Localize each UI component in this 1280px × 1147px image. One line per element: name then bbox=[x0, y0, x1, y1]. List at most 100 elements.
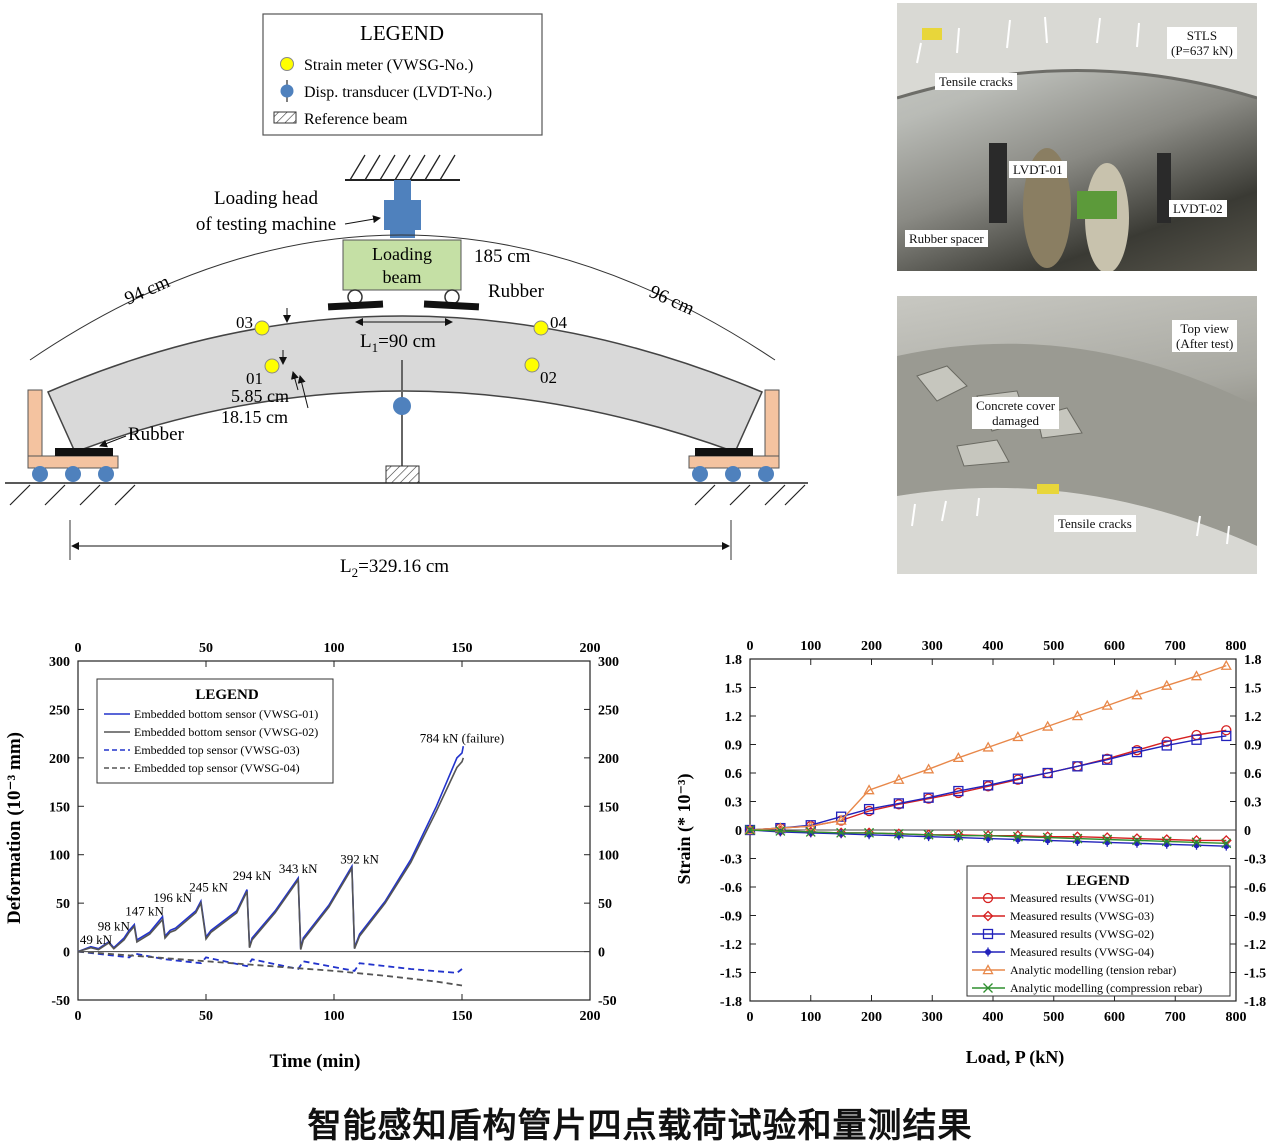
figure-caption: 智能感知盾构管片四点载荷试验和量测结果 bbox=[307, 1106, 973, 1146]
data-point bbox=[863, 803, 875, 815]
data-point-cross bbox=[924, 832, 934, 842]
chart2-ytick-label: 0.3 bbox=[725, 796, 743, 811]
top-view-label: Top view (After test) bbox=[1172, 320, 1238, 352]
chart2-series-5 bbox=[744, 659, 1232, 835]
chart1-series bbox=[77, 746, 465, 987]
data-point-cross bbox=[953, 833, 963, 843]
data-point bbox=[1131, 689, 1143, 700]
diagram-legend: LEGEND Strain meter (VWSG-No.) Disp. tra… bbox=[262, 13, 543, 136]
chart1-series-line-1 bbox=[77, 746, 465, 953]
data-point bbox=[982, 741, 994, 752]
data-point bbox=[1101, 699, 1113, 710]
chart1-annotation: 49 kN bbox=[80, 932, 113, 947]
data-point bbox=[1042, 767, 1053, 779]
arc-right-label: 96 cm bbox=[646, 281, 698, 319]
chart2-ytick-label: 0 bbox=[735, 824, 742, 839]
chart2-series-line bbox=[749, 664, 1227, 831]
data-point bbox=[1102, 754, 1113, 765]
ground bbox=[5, 482, 808, 506]
chart2-xtick-label-top: 200 bbox=[861, 639, 882, 654]
chart1-legend-label: Embedded top sensor (VWSG-03) bbox=[134, 743, 300, 757]
data-point bbox=[805, 826, 816, 837]
chart2-series-line bbox=[749, 735, 1227, 831]
data-point bbox=[1161, 836, 1172, 847]
photo-after-test: Top view (After test) Concrete cover damag… bbox=[897, 296, 1257, 574]
chart1-legend-title: LEGEND bbox=[195, 687, 259, 703]
data-point bbox=[836, 827, 847, 838]
data-point bbox=[953, 830, 964, 841]
data-point bbox=[1161, 679, 1173, 690]
arc-left-label: 94 cm bbox=[121, 271, 173, 309]
chart2-xtick-label: 200 bbox=[861, 1010, 882, 1025]
data-point bbox=[863, 784, 875, 795]
chart1-series-line-2 bbox=[77, 757, 465, 953]
data-point bbox=[1072, 761, 1083, 772]
data-point bbox=[1220, 659, 1232, 670]
chart2-ytick-label-right: -1.2 bbox=[1244, 938, 1266, 953]
chart1-legend-label: Embedded top sensor (VWSG-04) bbox=[134, 761, 300, 775]
data-point bbox=[1071, 710, 1084, 721]
chart2-series bbox=[744, 659, 1232, 851]
chart2-ytick-label-right: 1.8 bbox=[1244, 653, 1262, 668]
sensor-01-label: 01 bbox=[246, 369, 263, 388]
l1-label: L1=90 cm bbox=[360, 331, 436, 355]
chart1-ytick-label: 200 bbox=[49, 752, 70, 767]
sensor-03 bbox=[254, 320, 270, 336]
chart2-ytick-label: 0.6 bbox=[725, 767, 743, 782]
chart2-ytick-label-right: 0.9 bbox=[1244, 739, 1262, 754]
data-point-cross bbox=[983, 947, 993, 957]
chart2-xtick-label: 0 bbox=[747, 1010, 754, 1025]
data-point bbox=[1012, 731, 1024, 742]
data-point bbox=[1012, 831, 1023, 842]
data-point bbox=[893, 773, 905, 784]
chart2-legend-label: Measured results (VWSG-04) bbox=[1010, 945, 1154, 959]
tensile-cracks-label-bottom: Tensile cracks bbox=[1054, 515, 1136, 532]
loading-beam-label-2: beam bbox=[383, 267, 422, 287]
chart1-series-line-3 bbox=[77, 950, 463, 974]
data-point-cross bbox=[864, 830, 874, 840]
data-point bbox=[1221, 730, 1232, 742]
chart2-ytick-label-right: -0.6 bbox=[1244, 881, 1266, 896]
loading-beam-label-1: Loading bbox=[372, 244, 432, 264]
chart1-ytick-label: -50 bbox=[51, 994, 70, 1009]
sensor-04-label: 04 bbox=[550, 313, 568, 332]
test-setup-diagram: LEGEND Strain meter (VWSG-No.) Disp. tra… bbox=[5, 13, 808, 580]
tensile-cracks-label-top: Tensile cracks bbox=[935, 73, 1017, 90]
chart1-ytick-label: 300 bbox=[49, 655, 70, 670]
chart1-xtick-label: 100 bbox=[324, 1009, 345, 1024]
chart1-ytick-label: 50 bbox=[56, 897, 70, 912]
chart2-xtick-label: 700 bbox=[1165, 1010, 1186, 1025]
sensor-03-label: 03 bbox=[236, 313, 253, 332]
chart2-ytick-label-right: -1.5 bbox=[1244, 967, 1266, 982]
data-point-cross bbox=[894, 831, 904, 841]
chart1-legend-label: Embedded bottom sensor (VWSG-02) bbox=[134, 725, 318, 739]
photo-1-shapes bbox=[897, 3, 1257, 271]
lvdt-center bbox=[393, 360, 411, 466]
dim-1815-label: 18.15 cm bbox=[221, 407, 288, 427]
data-point bbox=[982, 910, 994, 922]
data-point bbox=[1131, 746, 1143, 758]
data-point bbox=[1191, 837, 1202, 848]
chart2-xtick-label: 800 bbox=[1226, 1010, 1247, 1025]
arc-dimension-line bbox=[29, 234, 776, 361]
chart1-xtick-label-top: 200 bbox=[580, 641, 601, 656]
chart1-ytick-label: 250 bbox=[49, 703, 70, 718]
chart1-ytick-label-right: 300 bbox=[598, 655, 619, 670]
chart1-xlabel: Time (min) bbox=[270, 1051, 361, 1072]
chart2-series-line bbox=[749, 729, 1227, 831]
sensor-04 bbox=[533, 320, 549, 336]
chart2-xtick-label-top: 0 bbox=[747, 639, 754, 654]
l2-label: L2=329.16 cm bbox=[340, 556, 449, 580]
right-support bbox=[688, 389, 780, 482]
chart1-annotation: 392 kN bbox=[340, 851, 379, 866]
chart1-ytick-label: 0 bbox=[63, 946, 70, 961]
chart1-ylabel: Deformation (10⁻³ mm) bbox=[4, 732, 25, 924]
chart2-ytick-label: 0.9 bbox=[725, 739, 743, 754]
chart2-xtick-label-top: 600 bbox=[1104, 639, 1125, 654]
data-point bbox=[1132, 835, 1142, 846]
data-point bbox=[1042, 720, 1054, 731]
chart2-xtick-label: 300 bbox=[922, 1010, 943, 1025]
chart2-ytick-label-right: 0 bbox=[1244, 824, 1251, 839]
